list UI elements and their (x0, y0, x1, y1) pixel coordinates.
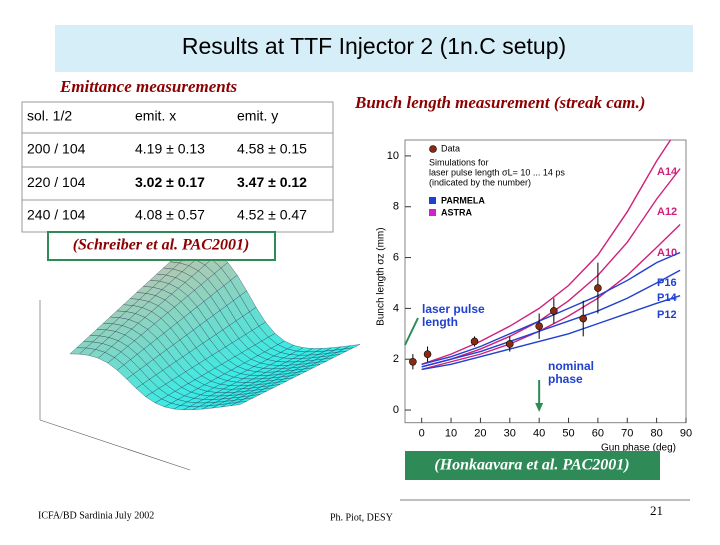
table-cell: 200 / 104 (27, 141, 86, 157)
page-number: 21 (650, 503, 663, 518)
y-tick-label: 8 (393, 201, 399, 213)
x-tick-label: 70 (621, 428, 633, 440)
laser-annotation: laser pulse (422, 302, 485, 316)
curve (421, 140, 672, 365)
ref1: (Schreiber et al. PAC2001) (73, 237, 250, 254)
x-tick-label: 90 (680, 428, 692, 440)
legend-text: (indicated by the number) (429, 177, 531, 187)
surface-cell (230, 400, 247, 406)
laser-annotation: length (422, 315, 458, 329)
x-tick-label: 60 (592, 428, 604, 440)
legend-swatch (429, 197, 436, 204)
data-point (579, 314, 588, 323)
table: sol. 1/2 emit. x emit. y 200 / 104 4.19 ± 0.… (21, 101, 334, 233)
table-cell: 4.08 ± 0.57 (135, 207, 205, 223)
curve (421, 269, 681, 368)
y-tick-label: 2 (393, 353, 399, 365)
legend-swatch (429, 209, 436, 216)
chart-bg (370, 128, 698, 446)
nominal-annotation: nominal (548, 359, 594, 373)
surface-axis (39, 419, 191, 471)
table-cell: 4.58 ± 0.15 (237, 141, 307, 157)
y-tick-label: 6 (393, 251, 399, 263)
data-point (535, 322, 543, 330)
title: Results at TTF Injector 2 (1n.C setup) (182, 33, 566, 59)
plot-frame (404, 139, 687, 424)
table-cell: 3.47 ± 0.12 (237, 174, 307, 190)
curve-label: P12 (657, 309, 677, 321)
x-tick-label: 10 (445, 428, 457, 440)
y-tick-label: 4 (393, 302, 399, 314)
data-point (409, 357, 417, 366)
bunch-heading: Bunch length measurement (streak cam.) (354, 93, 645, 112)
footer-center: Ph. Piot, DESY (330, 512, 393, 523)
ref2: (Honkaavara et al. PAC2001) (434, 457, 629, 474)
curve-label: A10 (657, 247, 677, 259)
table-cell: 4.19 ± 0.13 (135, 141, 205, 157)
nominal-arrowhead (535, 403, 544, 412)
curve-label: A14 (657, 166, 678, 178)
data-point (550, 307, 558, 315)
table-cell: 220 / 104 (27, 174, 86, 190)
nominal-annotation: phase (548, 372, 583, 386)
legend-text: laser pulse length σL= 10 ... 14 ps (429, 167, 565, 177)
table-cell: 3.02 ± 0.17 (135, 174, 205, 190)
ref2-box (405, 451, 660, 480)
curve-label: P16 (657, 277, 677, 289)
x-tick-label: 20 (474, 428, 486, 440)
data-point (594, 284, 602, 292)
x-tick-label: 0 (419, 428, 425, 440)
ref1-box (47, 231, 276, 261)
header-cell: emit. x (135, 108, 176, 124)
x-axis-label: Gun phase (deg) (601, 442, 676, 453)
legend-method: PARMELA (441, 195, 485, 205)
curve (421, 295, 681, 371)
legend-data: Data (441, 143, 460, 153)
legend-text: Simulations for (429, 157, 489, 167)
data-point (505, 340, 514, 348)
surface-plot (25, 243, 365, 475)
table-cell: 240 / 104 (27, 207, 86, 223)
legend-dot (429, 145, 437, 153)
legend-method: ASTRA (441, 207, 472, 217)
data-point (470, 337, 479, 346)
header-cell: emit. y (237, 108, 278, 124)
x-tick-label: 50 (562, 428, 574, 440)
emittance-heading: Emittance measurements (59, 77, 237, 96)
title-box (55, 25, 693, 72)
bunch-chart: 0 10 20 30 40 50 60 70 80 90 0 2 4 6 8 10 Bunch length σ… (370, 128, 698, 453)
y-tick-label: 10 (387, 150, 399, 162)
curve-label: A12 (657, 206, 677, 218)
y-tick-label: 0 (393, 404, 399, 416)
laser-arrow (404, 317, 419, 346)
header-cell: sol. 1/2 (27, 108, 72, 124)
x-tick-label: 30 (504, 428, 516, 440)
data-point (423, 350, 432, 358)
y-axis-label: Bunch length σz (mm) (376, 227, 387, 325)
x-tick-label: 80 (651, 428, 663, 440)
table-cell: 4.52 ± 0.47 (237, 207, 307, 223)
footer-left: ICFA/BD Sardinia July 2002 (38, 510, 154, 521)
x-tick-label: 40 (533, 428, 545, 440)
